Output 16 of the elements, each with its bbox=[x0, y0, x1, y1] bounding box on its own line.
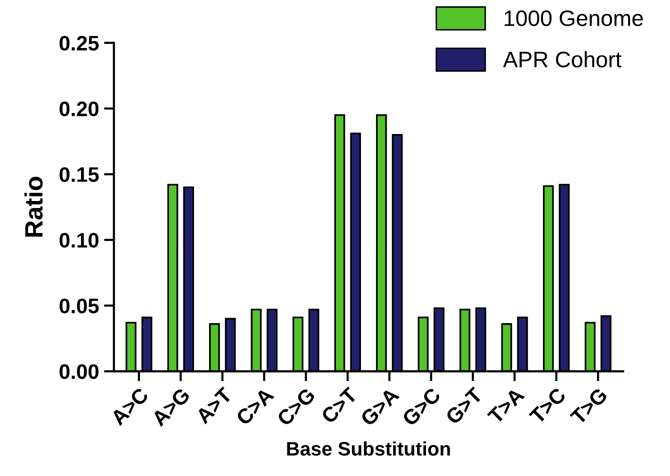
x-tick-label: T>A bbox=[487, 386, 525, 425]
x-tick-label: T>C bbox=[528, 386, 567, 425]
y-axis-title: Ratio bbox=[24, 176, 43, 237]
y-tick-label: 0.15 bbox=[60, 167, 99, 182]
y-tick-label: 0.20 bbox=[60, 102, 98, 116]
y-tick-label: 0.05 bbox=[60, 298, 99, 314]
x-tick-label: C>A bbox=[235, 386, 275, 426]
y-tick-label: 0.00 bbox=[60, 364, 98, 380]
y-tick-label: 0.25 bbox=[60, 36, 99, 51]
x-tick-label: G>A bbox=[360, 386, 400, 427]
x-tick-label: C>G bbox=[276, 387, 316, 427]
legend-label: 1000 Genome bbox=[504, 10, 643, 26]
y-tick-label: 0.10 bbox=[60, 232, 98, 248]
legend-label: APR Cohort bbox=[503, 51, 622, 68]
x-tick-label: T>G bbox=[570, 387, 608, 426]
x-axis-title: Base Substitution bbox=[287, 441, 450, 456]
